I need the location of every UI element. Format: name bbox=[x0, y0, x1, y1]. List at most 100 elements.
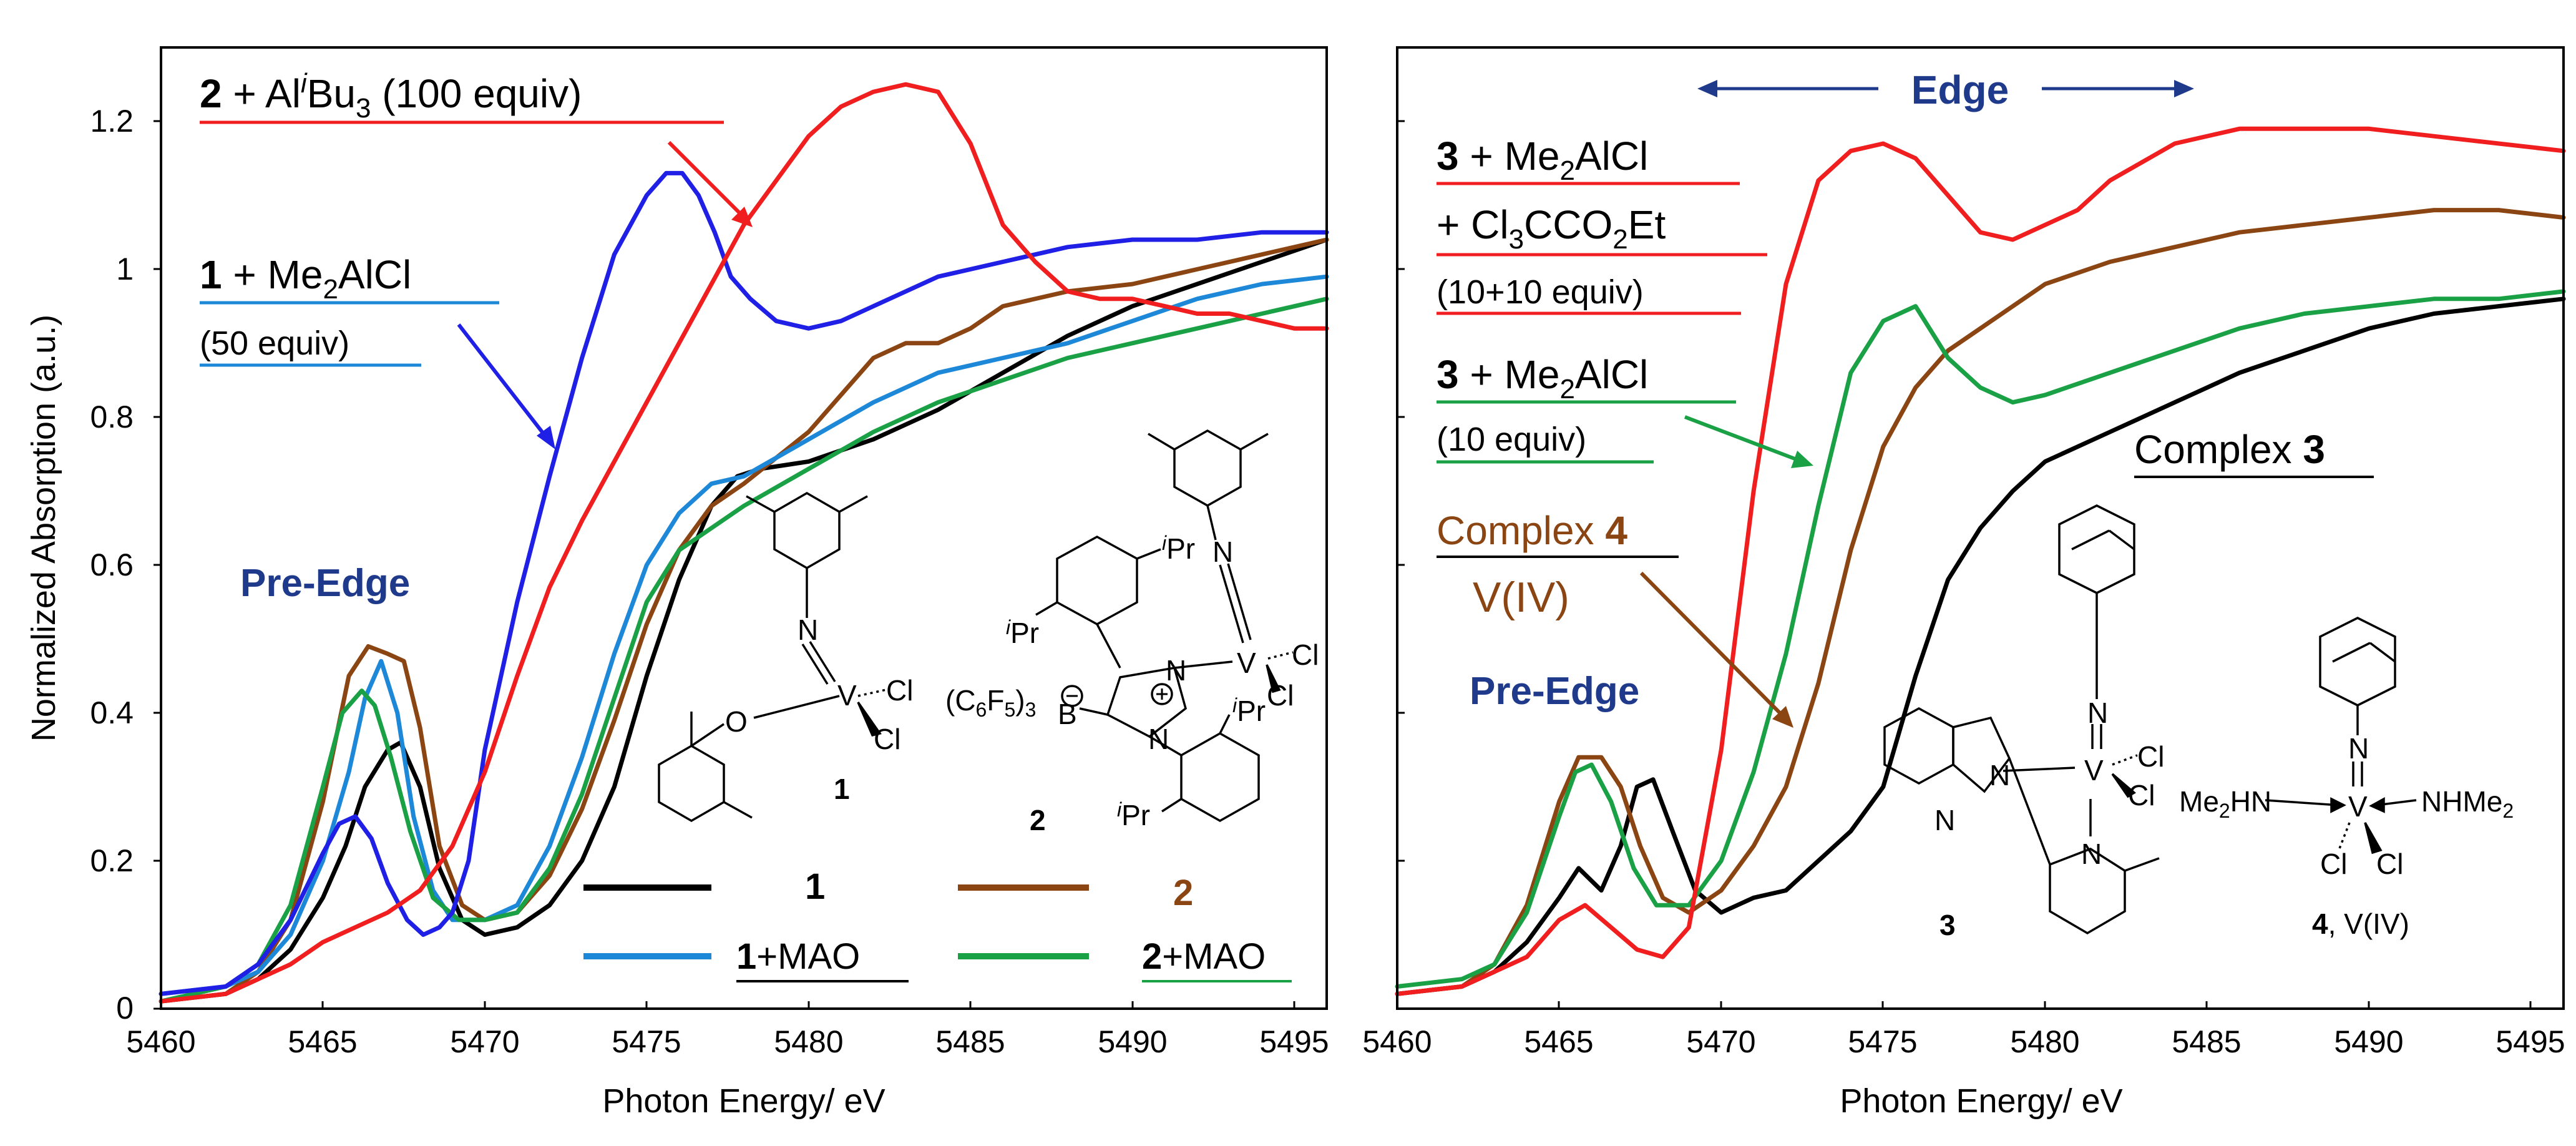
al-label-arrow bbox=[667, 140, 746, 219]
me10-label-arrowhead bbox=[1791, 451, 1813, 468]
structure-1-bond bbox=[691, 723, 724, 747]
structure-number: 3 bbox=[1939, 909, 1956, 941]
x-tick-label: 5490 bbox=[1098, 1024, 1167, 1059]
structure-2-bond bbox=[1219, 564, 1244, 644]
c6f5-label: (C6F5)3 bbox=[945, 684, 1036, 721]
atom-label: Cl bbox=[2137, 740, 2164, 773]
structure-3-imidazole bbox=[1952, 716, 2011, 793]
structure-1-bond bbox=[746, 495, 775, 513]
structure-4-bond bbox=[2369, 642, 2396, 663]
structure-1-bond bbox=[801, 644, 829, 685]
legend-label: 1 bbox=[805, 866, 825, 907]
structure-1-bond bbox=[857, 688, 887, 697]
x-tick-label: 5495 bbox=[2496, 1024, 2565, 1059]
structure-2-bond bbox=[1174, 660, 1233, 669]
left-x-ticks: 5460 5465 5470 5475 5480 5485 5490 5495 bbox=[126, 1024, 1329, 1059]
structure-2-minus-charge bbox=[1061, 685, 1083, 707]
y-tick-label: 0.6 bbox=[90, 547, 134, 582]
structure-1-bond bbox=[723, 801, 753, 819]
structure-1-atoms: N V O Cl Cl 1 bbox=[725, 614, 913, 805]
atom-label: V bbox=[2348, 790, 2368, 823]
x-tick-label: 5480 bbox=[774, 1024, 843, 1059]
x-tick-label: 5485 bbox=[2172, 1024, 2241, 1059]
structure-2-bond bbox=[1079, 707, 1108, 716]
nhme2-label: NHMe2 bbox=[2421, 785, 2514, 822]
structure-2-plus-charge bbox=[1151, 683, 1173, 705]
right-chart-panel: 5460 5465 5470 5475 5480 5485 5490 5495 … bbox=[1362, 46, 2566, 1120]
atom-label: N bbox=[2081, 838, 2102, 870]
complex-3-label: Complex 3 bbox=[2134, 427, 2325, 472]
right-series-group bbox=[1395, 126, 2566, 996]
atom-label: Cl bbox=[2376, 848, 2403, 880]
x-tick-label: 5495 bbox=[1259, 1024, 1329, 1059]
me10-label-arrow bbox=[1684, 415, 1801, 463]
structure-2-bond bbox=[1136, 548, 1161, 560]
structure-2-atoms: N V Cl Cl N N B (C6F5)3 iPr iPr iPr iPr … bbox=[945, 532, 1319, 836]
me2alcl-label-line2: (50 equiv) bbox=[200, 325, 349, 362]
me2alcl-10-label: 3 + Me2AlCl bbox=[1437, 352, 1648, 404]
structure-4-adamantane bbox=[2319, 617, 2396, 707]
x-tick-label: 5470 bbox=[1686, 1024, 1755, 1059]
atom-label: O bbox=[725, 705, 748, 738]
ipr-label: iPr bbox=[1232, 694, 1266, 727]
series-line-2-mao bbox=[159, 296, 1329, 1004]
structure-2-wedge bbox=[1266, 664, 1281, 693]
atom-label: N bbox=[1166, 654, 1186, 687]
left-chart-panel: 0 0.2 0.4 0.6 0.8 1 1.2 5460 5465 5470 5… bbox=[25, 46, 1329, 1120]
pre-edge-label: Pre-Edge bbox=[240, 562, 410, 605]
series-line-complex-3 bbox=[1395, 296, 2566, 996]
atom-label: Cl bbox=[2320, 848, 2347, 880]
x-tick-label: 5485 bbox=[935, 1024, 1005, 1059]
series-line-3-me2alcl-cl3cco2et-10-10-equiv- bbox=[1395, 126, 2566, 996]
right-x-ticks: 5460 5465 5470 5475 5480 5485 5490 5495 bbox=[1362, 1024, 2565, 1059]
x-tick-label: 5465 bbox=[288, 1024, 357, 1059]
series-line-complex-4 bbox=[1395, 208, 2566, 996]
x-tick-label: 5480 bbox=[2010, 1024, 2079, 1059]
atom-label: N bbox=[2087, 697, 2108, 729]
series-line-1-mao bbox=[159, 274, 1329, 996]
structure-4-bond bbox=[2332, 642, 2371, 663]
left-x-axis-label: Photon Energy/ eV bbox=[602, 1082, 885, 1120]
complex-4-label: Complex 4 bbox=[1437, 508, 1627, 553]
series-line-2 bbox=[159, 237, 1329, 1004]
structure-3-bond bbox=[2124, 857, 2160, 872]
series-line-1-me2alcl-50-equiv- bbox=[159, 170, 1329, 996]
structure-3-adamantane bbox=[2058, 504, 2135, 594]
atom-label: Cl bbox=[2128, 779, 2155, 811]
x-tick-label: 5475 bbox=[612, 1024, 681, 1059]
structure-2-bond bbox=[1035, 601, 1058, 616]
left-y-tick-marks bbox=[154, 120, 161, 1010]
structure-3-bond bbox=[2008, 758, 2051, 865]
right-plot-frame bbox=[1396, 46, 2565, 1010]
structure-3-atoms: N V Cl Cl N N N 3 bbox=[1934, 697, 2164, 941]
legend-label: 1+MAO bbox=[736, 936, 860, 977]
structure-4-wedge bbox=[2364, 822, 2383, 855]
structure-1-wedge bbox=[857, 701, 882, 737]
edge-arrowhead-left bbox=[1697, 80, 1717, 97]
x-tick-label: 5470 bbox=[450, 1024, 519, 1059]
structure-4-caption: 4, V(IV) bbox=[2312, 908, 2409, 940]
structure-4-arrowhead bbox=[2330, 797, 2346, 813]
ipr-label: iPr bbox=[1162, 532, 1195, 565]
al-label-arrowhead bbox=[731, 207, 753, 227]
structure-3-bond bbox=[2108, 529, 2135, 551]
complex-4-label-line2: V(IV) bbox=[1473, 574, 1569, 621]
structure-3-bond bbox=[2112, 754, 2138, 766]
structure-number: 2 bbox=[1030, 804, 1046, 836]
y-tick-label: 0.2 bbox=[90, 843, 134, 878]
me2hn-label: Me2HN bbox=[2179, 785, 2271, 822]
structure-2-bond bbox=[1161, 798, 1182, 813]
cl3cco2et-label-line2: + Cl3CCO2Et bbox=[1437, 202, 1666, 255]
structure-4-arrowhead bbox=[2369, 797, 2385, 813]
atom-label: Cl bbox=[886, 674, 913, 707]
edge-label: Edge bbox=[1911, 67, 2009, 112]
atom-label: V bbox=[837, 679, 857, 712]
structure-2-bond bbox=[1096, 624, 1121, 668]
structure-number: 1 bbox=[834, 773, 850, 805]
series-line-2-alibu3-100-equiv- bbox=[159, 82, 1329, 1004]
left-y-ticks: 0 0.2 0.4 0.6 0.8 1 1.2 bbox=[90, 104, 134, 1026]
structure-2-charges bbox=[1066, 688, 1168, 700]
structure-4-atoms: N V Me2HN NHMe2 Cl Cl 4, V(IV) bbox=[2179, 732, 2514, 940]
ipr-label: iPr bbox=[1006, 616, 1039, 649]
